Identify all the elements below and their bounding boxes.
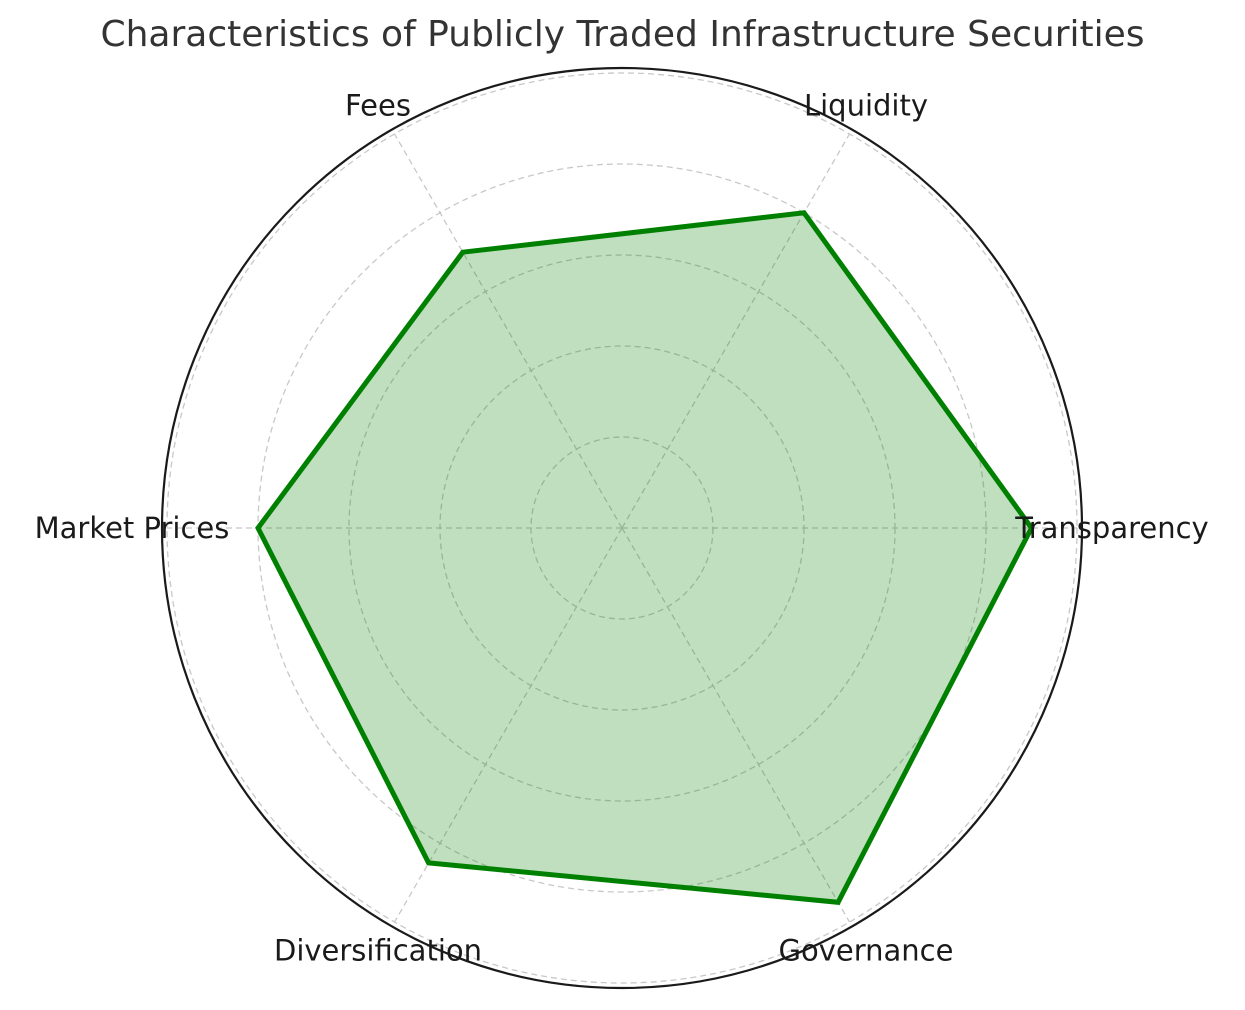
series-line <box>255 210 1035 905</box>
axis-label-market-prices: Market Prices <box>35 511 230 545</box>
polar-frame <box>160 66 1084 990</box>
grid-spoke <box>393 133 623 529</box>
series-area <box>258 212 1032 903</box>
grid-spoke <box>621 527 851 923</box>
axis-label-fees: Fees <box>345 88 411 122</box>
grid-spoke <box>393 527 623 923</box>
grid-spoke <box>621 133 851 529</box>
axis-label-transparency: Transparency <box>1014 511 1208 545</box>
axis-label-liquidity: Liquidity <box>804 88 928 122</box>
axis-label-governance: Governance <box>779 934 954 968</box>
axis-label-diversification: Diversification <box>274 934 482 968</box>
chart-title: Characteristics of Publicly Traded Infra… <box>100 14 1145 55</box>
